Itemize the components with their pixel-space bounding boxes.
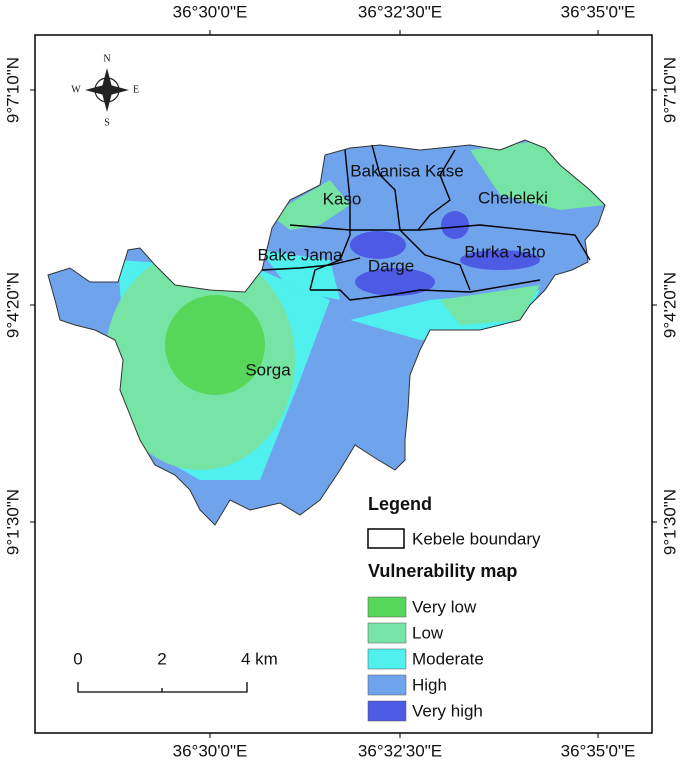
class-label: Low (412, 623, 444, 642)
kebele-label: Bake Jama (257, 245, 343, 264)
kebele-label: Bakanisa Kase (350, 161, 463, 180)
latitude-label: 9°7'10"N (3, 57, 22, 123)
compass-n: N (103, 53, 110, 64)
class-swatch (367, 674, 407, 696)
scale-label: 4 km (241, 649, 278, 668)
class-label: Very low (412, 597, 477, 616)
class-swatch (367, 622, 407, 644)
latitude-label: 9°4'20"N (660, 272, 679, 338)
latitude-label: 9°1'30"N (3, 489, 22, 555)
scale-bar: 0 2 4 km (73, 649, 278, 693)
legend-classes: Very low Low Moderate High Very high (367, 596, 484, 722)
longitude-label: 36°35'0"E (561, 2, 636, 21)
zone-very-high (460, 250, 540, 270)
class-swatch (367, 596, 407, 618)
class-label: High (412, 675, 447, 694)
kebele-boundary (289, 224, 591, 261)
legend: Legend Kebele boundary Vulnerability map… (367, 494, 541, 722)
zone-low (440, 285, 540, 325)
zone-very-low (165, 295, 265, 395)
longitude-label: 36°30'0"E (173, 741, 248, 760)
legend-subtitle: Vulnerability map (368, 561, 517, 581)
compass-e: E (133, 84, 139, 95)
kebele-boundary (417, 149, 456, 231)
kebele-label: Cheleleki (478, 188, 548, 207)
zone-very-high (355, 268, 435, 296)
kebele-boundary (310, 279, 541, 301)
zone-very-high (350, 231, 406, 259)
longitude-label: 36°32'30"E (358, 741, 442, 760)
kebele-labels: Bakanisa Kase Kaso Cheleleki Bake Jama D… (245, 161, 548, 379)
boundary-swatch (367, 528, 405, 549)
legend-title: Legend (368, 494, 432, 514)
class-swatch (367, 648, 407, 670)
class-label: Very high (412, 701, 483, 720)
kebele-label: Burka Jato (464, 242, 545, 261)
latitude-label: 9°4'20"N (3, 272, 22, 338)
graticule-labels: 36°30'0"E 36°30'0"E 36°32'30"E 36°32'30"E 36… (3, 2, 679, 760)
compass-w: W (71, 84, 81, 95)
legend-label: Kebele boundary (412, 529, 541, 548)
compass-rose: N S E W (71, 53, 139, 128)
longitude-label: 36°35'0"E (561, 741, 636, 760)
scale-label: 0 (73, 649, 82, 668)
kebele-boundary (309, 149, 351, 291)
zone-moderate (260, 250, 340, 300)
longitude-label: 36°32'30"E (358, 2, 442, 21)
scale-label: 2 (157, 649, 166, 668)
class-swatch (367, 700, 407, 722)
class-label: Moderate (412, 649, 484, 668)
zone-low (470, 140, 605, 210)
kebele-label: Kaso (323, 189, 362, 208)
compass-s: S (104, 117, 110, 128)
latitude-label: 9°7'10"N (660, 57, 679, 123)
zone-low (270, 180, 350, 230)
kebele-boundary (261, 257, 361, 271)
zone-very-high (441, 211, 469, 239)
kebele-label: Darge (368, 256, 414, 275)
kebele-label: Sorga (245, 360, 291, 379)
kebele-boundaries (261, 144, 591, 301)
longitude-label: 36°30'0"E (173, 2, 248, 21)
latitude-label: 9°1'30"N (660, 489, 679, 555)
